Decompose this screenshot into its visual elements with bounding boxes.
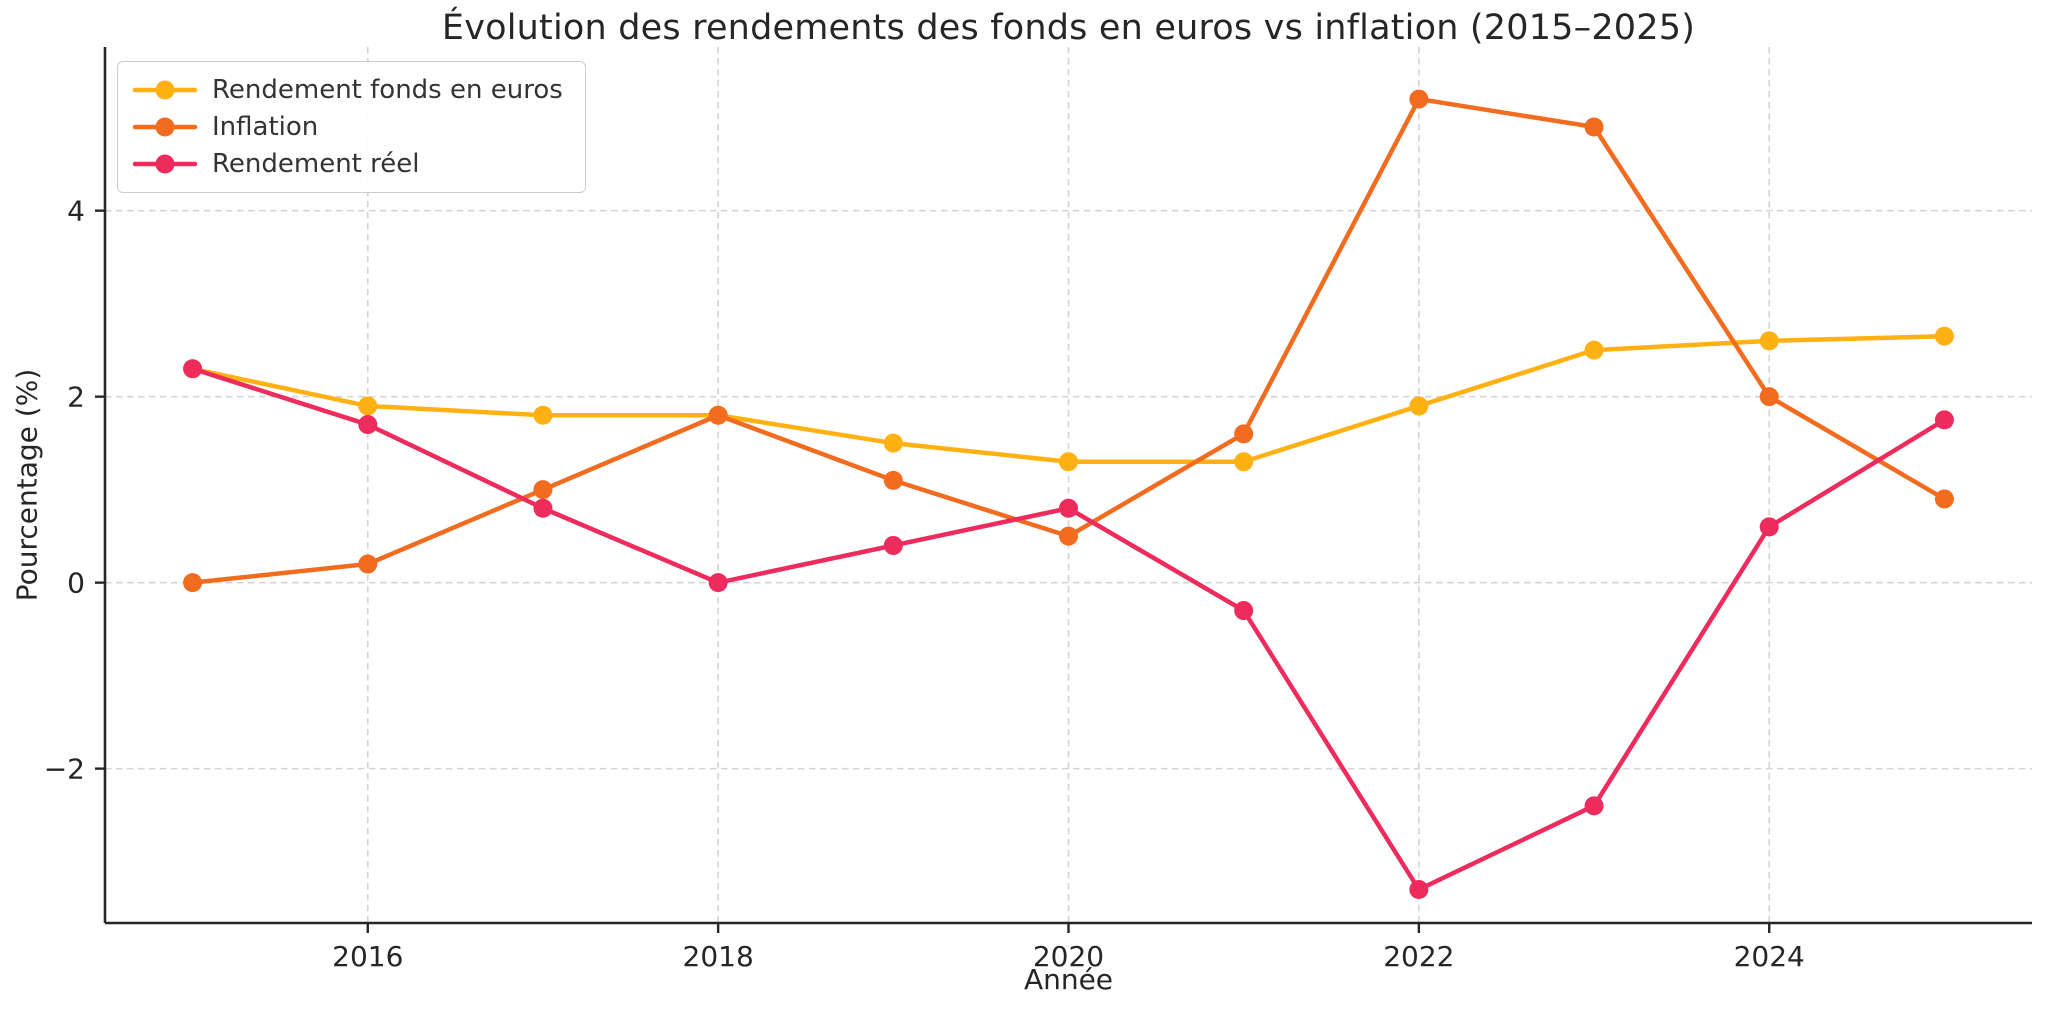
data-point-rendement-fonds-en-euros — [358, 396, 378, 416]
data-point-inflation — [1934, 489, 1954, 509]
data-point-rendement-fonds-en-euros — [1059, 452, 1078, 472]
y-tick-label: 2 — [67, 381, 85, 414]
legend-label: Rendement fonds en euros — [212, 75, 563, 105]
data-point-inflation — [183, 573, 203, 593]
data-point-inflation — [1584, 117, 1604, 137]
y-tick-label: −2 — [44, 753, 85, 786]
data-point-rendement-reel — [183, 359, 203, 379]
legend-marker-icon — [132, 80, 198, 100]
legend-label: Rendement réel — [212, 149, 420, 179]
y-axis-label: Pourcentage (%) — [10, 368, 44, 602]
data-point-inflation — [1409, 89, 1429, 109]
data-point-rendement-reel — [1234, 601, 1254, 621]
x-tick-label: 2018 — [683, 940, 754, 973]
data-point-inflation — [1234, 424, 1254, 444]
data-point-rendement-reel — [1059, 498, 1078, 518]
data-point-inflation — [708, 405, 728, 425]
chart-title: Évolution des rendements des fonds en eu… — [441, 8, 1696, 48]
data-point-rendement-reel — [1934, 410, 1954, 430]
data-point-rendement-reel — [708, 573, 728, 593]
legend-label: Inflation — [212, 112, 319, 142]
data-point-rendement-reel — [1584, 796, 1604, 816]
x-tick-label: 2024 — [1734, 940, 1805, 973]
x-tick-label: 2020 — [1033, 940, 1104, 973]
y-tick-label: 4 — [67, 195, 85, 228]
x-tick-label: 2022 — [1383, 940, 1454, 973]
y-tick-label: 0 — [67, 567, 85, 600]
x-tick-label: 2016 — [332, 940, 403, 973]
legend-marker-icon — [132, 154, 198, 174]
legend: Rendement fonds en euros Inflation Rendeme… — [117, 61, 586, 193]
data-point-rendement-fonds-en-euros — [1934, 326, 1954, 346]
data-point-inflation — [1059, 526, 1078, 546]
data-point-rendement-reel — [1759, 517, 1779, 537]
data-point-rendement-fonds-en-euros — [1409, 396, 1429, 416]
data-point-rendement-reel — [533, 498, 553, 518]
data-point-rendement-fonds-en-euros — [1584, 340, 1604, 360]
data-point-rendement-fonds-en-euros — [533, 405, 553, 425]
data-point-inflation — [358, 554, 378, 574]
legend-marker-icon — [132, 117, 198, 137]
data-point-rendement-fonds-en-euros — [883, 433, 903, 453]
data-point-rendement-reel — [358, 415, 378, 435]
data-point-rendement-fonds-en-euros — [1234, 452, 1254, 472]
legend-item-inflation: Inflation — [132, 112, 563, 142]
x-axis-label: Année — [1023, 963, 1114, 996]
data-point-inflation — [1759, 387, 1779, 407]
data-point-rendement-reel — [1409, 880, 1429, 900]
legend-item-rendement-fonds-en-euros: Rendement fonds en euros — [132, 75, 563, 105]
legend-item-rendement-reel: Rendement réel — [132, 149, 563, 179]
data-point-inflation — [883, 470, 903, 490]
data-point-rendement-reel — [883, 535, 903, 555]
data-point-rendement-fonds-en-euros — [1759, 331, 1779, 351]
data-point-inflation — [533, 480, 553, 500]
